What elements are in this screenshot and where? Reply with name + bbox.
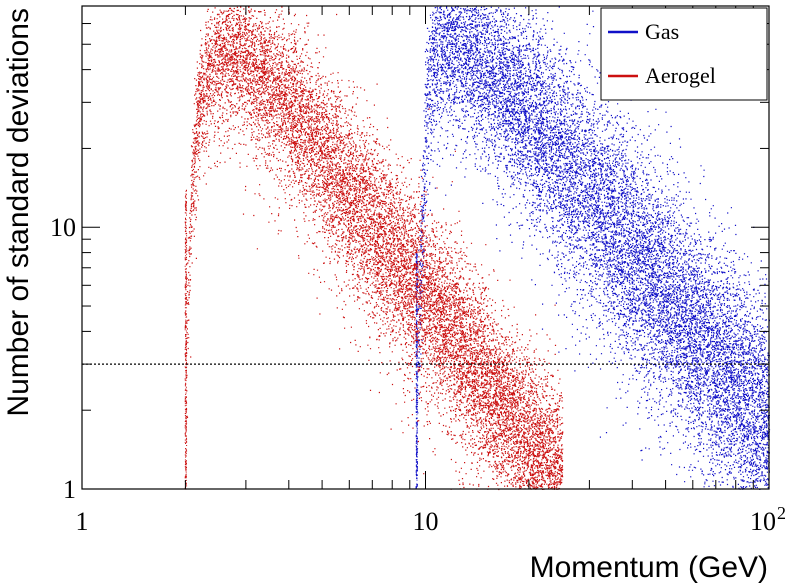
y-tick-label: 1 (63, 475, 76, 504)
y-tick-label: 10 (50, 213, 76, 242)
legend-label-gas: Gas (645, 19, 679, 44)
scatter-series-gas (415, 6, 771, 490)
legend: Gas Aerogel (600, 7, 768, 101)
legend-label-aerogel: Aerogel (645, 63, 716, 88)
x-tick-label: 10 (413, 507, 439, 536)
x-axis-title: Momentum (GeV) (530, 551, 768, 584)
legend-box (600, 7, 768, 101)
x-tick-label: 1 (76, 507, 89, 536)
scatter-series-aerogel (184, 6, 564, 491)
x-tick-label-exponent: 2 (777, 503, 786, 523)
y-axis-title: Number of standard deviations (2, 8, 35, 417)
scatter-points-layer (184, 6, 771, 491)
x-tick-label: 10 (750, 507, 776, 536)
